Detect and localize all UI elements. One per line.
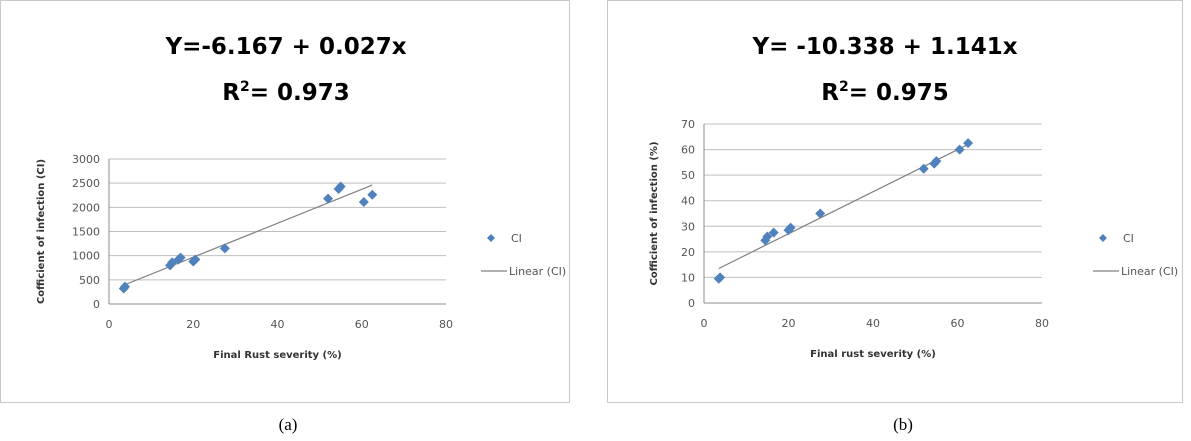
data-point (954, 144, 965, 155)
regression-equation: Y=-6.167 + 0.027x (164, 34, 406, 60)
x-tick-label: 60 (355, 318, 369, 331)
x-tick-label: 0 (106, 318, 113, 331)
data-point (120, 281, 131, 292)
y-tick-label: 1000 (72, 250, 100, 263)
x-tick-label: 0 (701, 317, 708, 330)
data-point (219, 243, 230, 254)
data-point (335, 181, 346, 192)
chart-panel-b: Y= -10.338 + 1.141x R2= 0.975 0 10 20 30 40 50 6… (607, 0, 1191, 441)
y-tick-label: 60 (681, 144, 695, 157)
y-tick-label: 20 (681, 246, 695, 259)
data-point (175, 252, 186, 263)
legend-marker (1099, 234, 1107, 242)
y-tick-label: 500 (79, 274, 100, 287)
data-point (815, 208, 826, 219)
data-point (785, 222, 796, 233)
chart-frame (0, 0, 570, 403)
legend-label: Linear (CI) (509, 265, 566, 278)
legend-label: CI (511, 232, 522, 245)
data-point (358, 197, 369, 208)
data-point (918, 163, 929, 174)
y-tick-label: 10 (681, 271, 695, 284)
data-point (323, 193, 334, 204)
r-squared-label: R2= 0.975 (821, 79, 949, 106)
data-point (762, 231, 773, 242)
regression-equation: Y= -10.338 + 1.141x (751, 34, 1017, 60)
x-tick-label: 40 (866, 317, 880, 330)
trendline (123, 184, 373, 286)
data-point (190, 254, 201, 265)
y-tick-label: 40 (681, 195, 695, 208)
chart-panel-a: Y=-6.167 + 0.027x R2= 0.973 0 500 1000 1500 20… (0, 0, 575, 441)
scatter-chart-a: Y=-6.167 + 0.027x R2= 0.973 0 500 1000 1500 20… (36, 34, 566, 361)
y-tick-label: 1500 (72, 226, 100, 239)
data-point (768, 227, 779, 238)
x-tick-label: 20 (186, 318, 200, 331)
x-tick-label: 60 (951, 317, 965, 330)
legend-label: Linear (CI) (1121, 265, 1178, 278)
data-point (963, 138, 974, 149)
data-point (931, 156, 942, 167)
y-tick-label: 0 (688, 297, 695, 310)
x-tick-label: 40 (271, 318, 285, 331)
y-tick-label: 30 (681, 220, 695, 233)
x-tick-label: 20 (782, 317, 796, 330)
scatter-chart-b: Y= -10.338 + 1.141x R2= 0.975 0 10 20 30 40 50 6… (649, 34, 1178, 360)
y-tick-label: 70 (681, 118, 695, 131)
r-squared-label: R2= 0.973 (222, 79, 350, 106)
y-axis-title: Cofficient of infection (%) (649, 141, 660, 285)
figure-caption: (a) (278, 415, 298, 434)
y-tick-label: 2500 (72, 177, 100, 190)
trendline (718, 143, 969, 270)
data-point (760, 235, 771, 246)
x-tick-label: 80 (1035, 317, 1049, 330)
chart-frame (607, 0, 1183, 403)
y-tick-label: 50 (681, 169, 695, 182)
x-tick-label: 80 (439, 318, 453, 331)
y-tick-label: 0 (93, 298, 100, 311)
y-axis-title: Cofficient of infection (CI) (36, 159, 47, 304)
y-tick-label: 2000 (72, 201, 100, 214)
y-tick-label: 3000 (72, 153, 100, 166)
x-axis-title: Final rust severity (%) (810, 349, 936, 360)
data-point (367, 189, 378, 200)
legend-marker (487, 234, 495, 242)
x-axis-title: Final Rust severity (%) (213, 350, 341, 361)
data-point (715, 272, 726, 283)
legend-label: CI (1123, 232, 1134, 245)
figure-caption: (b) (893, 415, 913, 434)
